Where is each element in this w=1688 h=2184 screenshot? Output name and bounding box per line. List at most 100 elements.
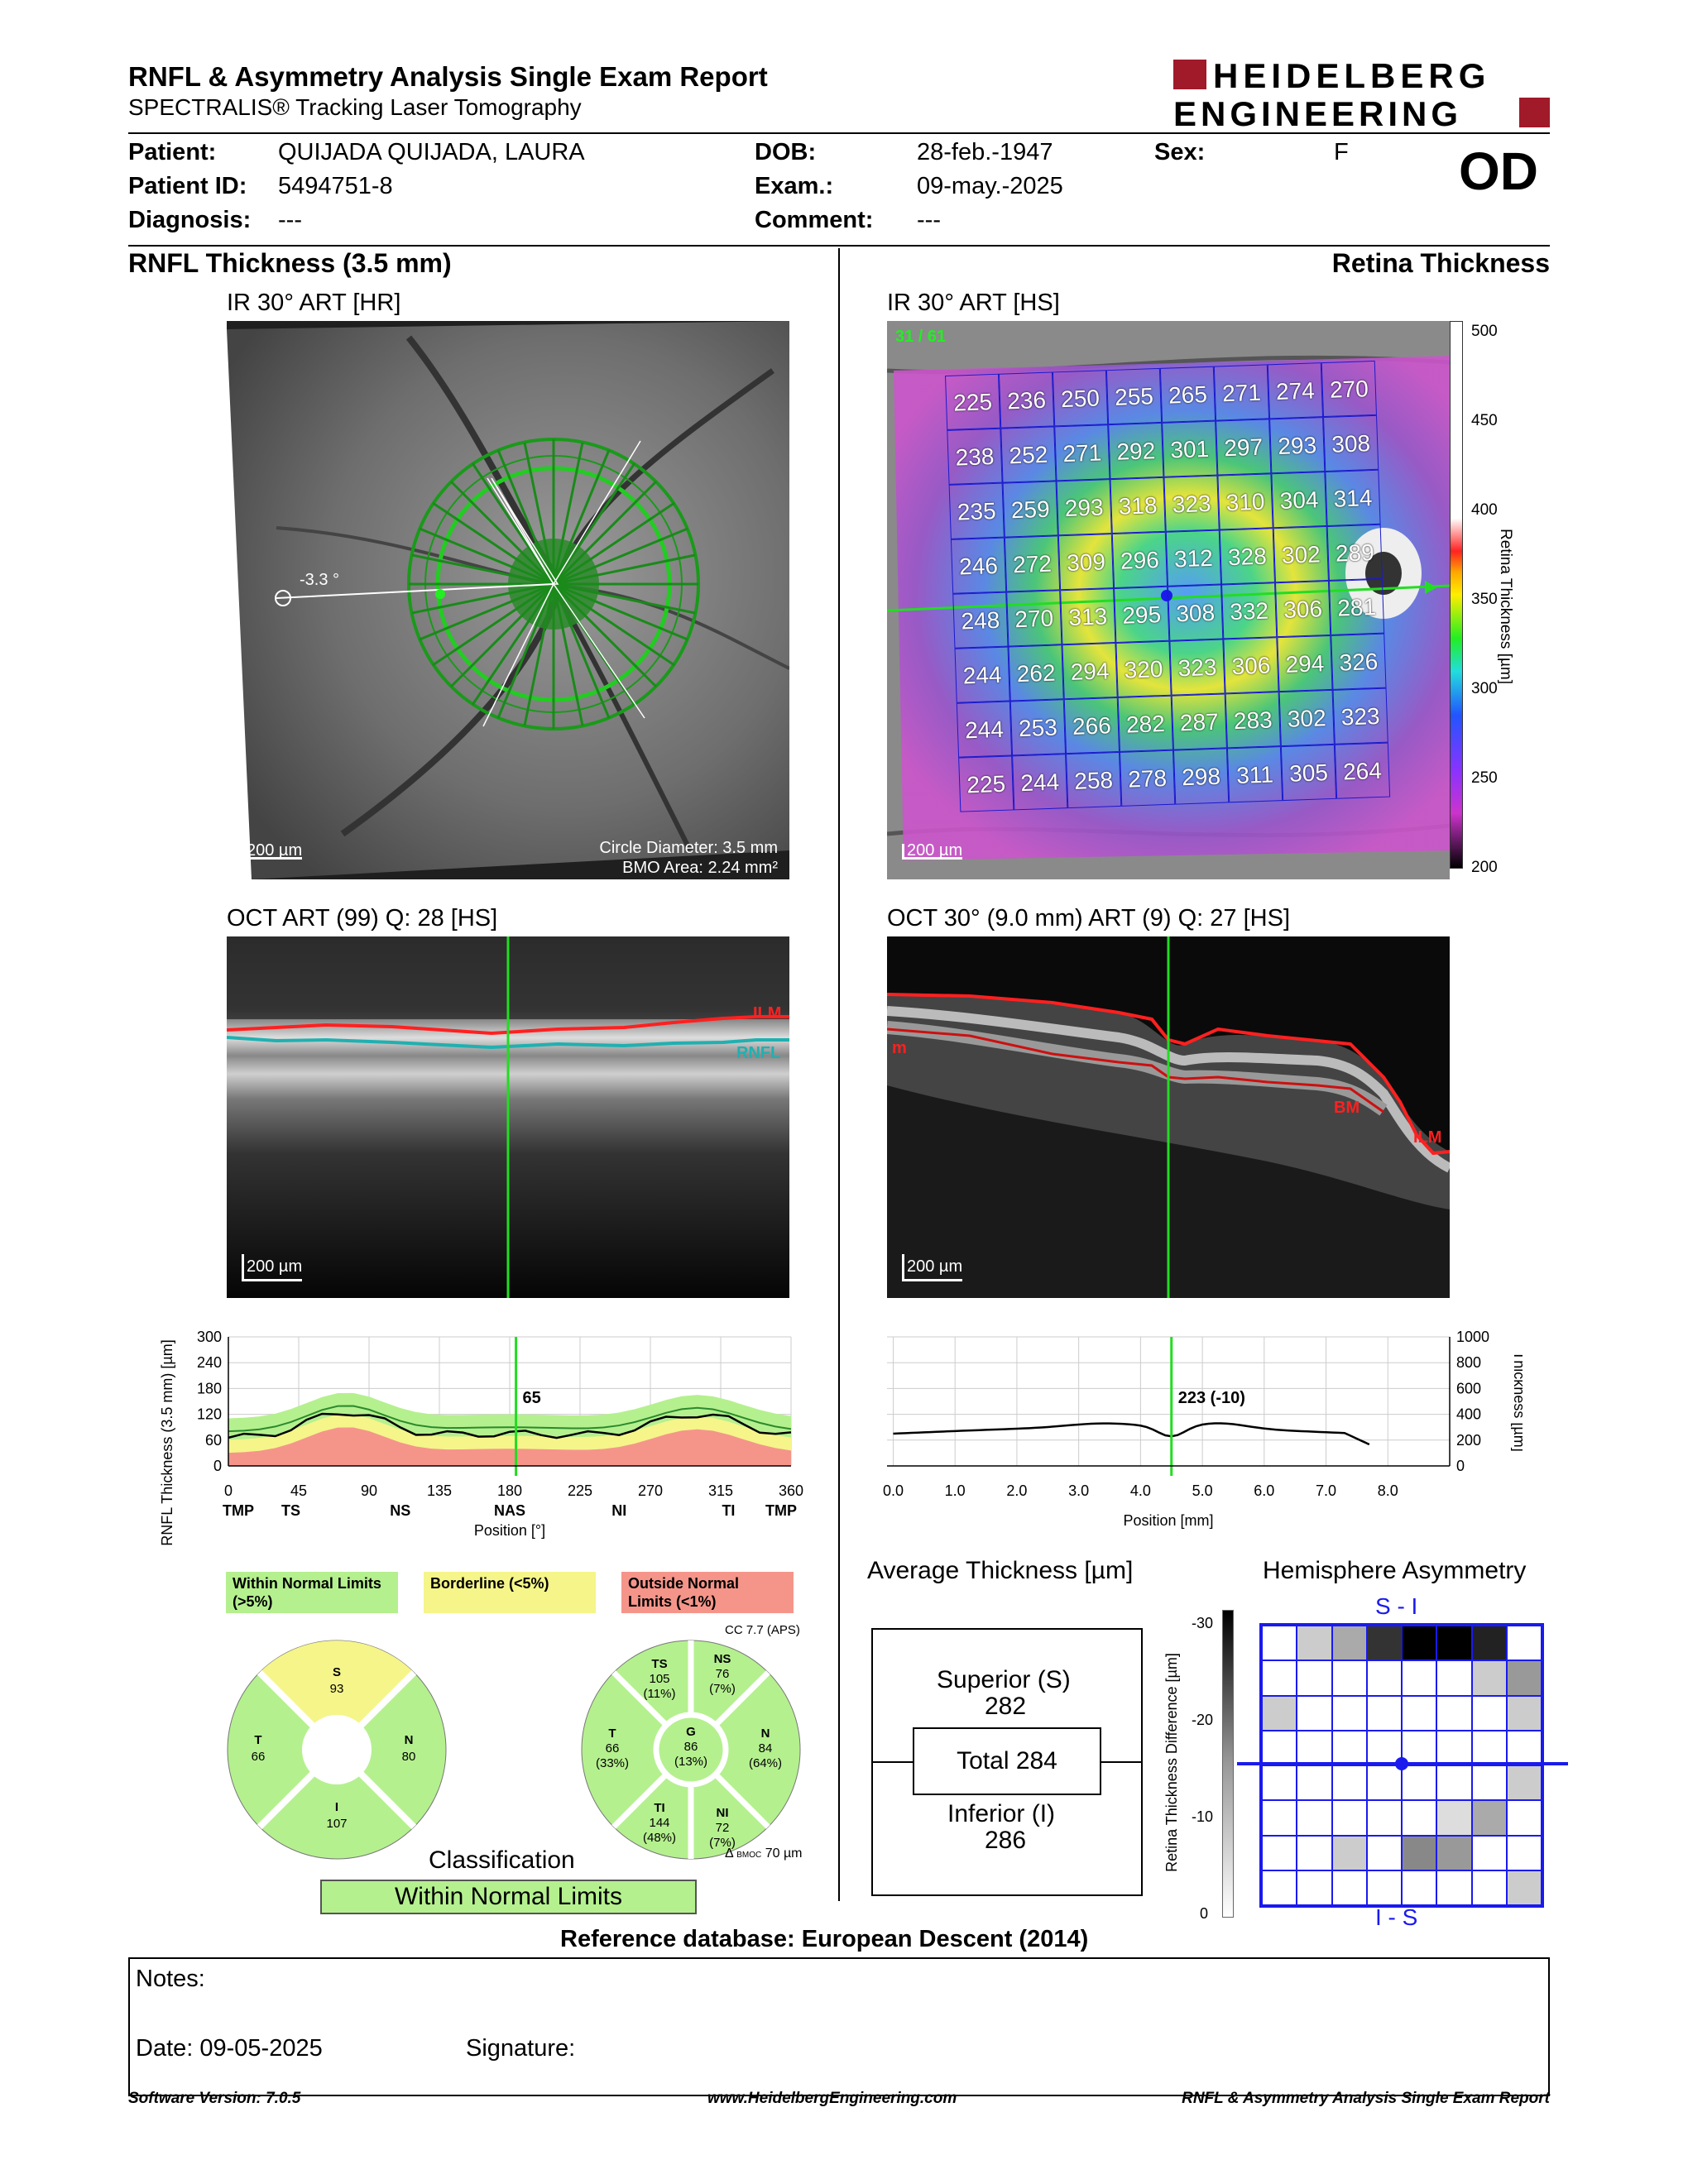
asymmetry-cell (1402, 1870, 1437, 1905)
pie6-ni-pct: (7%) (709, 1836, 736, 1850)
header-rule (128, 132, 1550, 134)
colorbar-tick: 500 (1471, 323, 1498, 340)
grid-cell: 292 (1108, 422, 1164, 480)
pie6-ti-label: TI (654, 1801, 664, 1815)
asymmetry-cell (1402, 1800, 1437, 1836)
asymmetry-cell (1331, 1626, 1367, 1661)
retina-x-tick: 5.0 (1192, 1482, 1213, 1499)
rnfl-section-title: RNFL Thickness (3.5 mm) (128, 248, 452, 278)
asymmetry-cell (1402, 1765, 1437, 1801)
grid-cell: 294 (1277, 635, 1333, 692)
patient-id-label: Patient ID: (128, 173, 247, 199)
asymmetry-cell (1436, 1730, 1472, 1765)
patient-id: 5494751-8 (278, 173, 393, 199)
asymmetry-cell (1262, 1730, 1297, 1765)
rnfl-x-label: Position [°] (474, 1522, 545, 1539)
pie4-t-value: 66 (252, 1750, 266, 1764)
exam-value: 09-may.-2025 (917, 173, 1063, 199)
asymmetry-bottom-label: I - S (1375, 1904, 1418, 1930)
asymmetry-cell (1506, 1800, 1542, 1836)
delta-icon: Δ (725, 1846, 733, 1861)
asymmetry-cell (1331, 1730, 1367, 1765)
grid-cell: 262 (1008, 644, 1064, 702)
pie6-ts-value: 105 (649, 1672, 669, 1686)
rnfl-x-tick: 0 (224, 1482, 233, 1499)
grid-cell: 281 (1328, 578, 1385, 635)
rnfl-y-tick: 240 (197, 1354, 222, 1371)
asymmetry-cell (1366, 1695, 1402, 1731)
thickness-colorbar (1450, 321, 1463, 869)
asymmetry-cell (1262, 1870, 1297, 1905)
retina-y-tick: 0 (1456, 1458, 1465, 1474)
legend-borderline: Borderline (<5%) (424, 1572, 596, 1613)
asymmetry-cell (1471, 1870, 1507, 1905)
grid-cell: 246 (950, 537, 1007, 594)
asymmetry-cell (1262, 1800, 1297, 1836)
footer-website: www.HeidelbergEngineering.com (707, 2090, 957, 2107)
eye-label: OD (1459, 141, 1538, 201)
grid-cell: 272 (1004, 535, 1061, 592)
grid-cell: 304 (1271, 472, 1327, 529)
report-title: RNFL & Asymmetry Analysis Single Exam Re… (128, 61, 768, 92)
grid-cell: 238 (947, 428, 1003, 485)
colorbar-tick: 450 (1471, 412, 1498, 429)
asymmetry-cell (1297, 1626, 1332, 1661)
pie6-ti-value: 144 (649, 1816, 669, 1830)
asymmetry-center-dot (1395, 1757, 1408, 1770)
pie6-ns-pct: (7%) (709, 1682, 736, 1696)
average-superior-label: Superior (S) (937, 1666, 1071, 1693)
retina-profile-chart: 223 (-10) 1000 800 600 400 200 0 0.0 1.0 2.0 3.0 4.… (877, 1324, 1527, 1555)
asymmetry-cell (1402, 1835, 1437, 1870)
oct-left-rnfl-label: RNFL (736, 1044, 781, 1062)
ir-left-title: IR 30° ART [HR] (227, 290, 401, 316)
rnfl-mean-line (228, 1405, 792, 1433)
asymmetry-cell (1297, 1800, 1332, 1836)
grid-cell: 306 (1274, 580, 1331, 638)
rnfl-y-tick: 120 (197, 1406, 222, 1423)
grid-cell: 301 (1162, 420, 1218, 477)
pie6-ni-value: 72 (716, 1821, 730, 1835)
rnfl-x-tick: 90 (361, 1482, 377, 1499)
dob-value: 28-feb.-1947 (917, 139, 1053, 165)
pie6-g-label: G (686, 1725, 696, 1739)
ir-left-scale: 200 µm (242, 842, 303, 860)
asymmetry-cell (1402, 1660, 1437, 1696)
asymmetry-cell (1506, 1765, 1542, 1801)
grid-cell: 255 (1105, 367, 1163, 425)
asymmetry-cell (1506, 1870, 1542, 1905)
pie6-ts-pct: (11%) (644, 1687, 676, 1701)
rnfl-x-tick: 360 (779, 1482, 803, 1499)
bmo-delta: Δ BMOC 70 µm (725, 1846, 803, 1861)
colorbar-tick: 200 (1471, 859, 1498, 876)
brand-line2: ENGINEERING (1173, 94, 1462, 129)
thickness-grid: 225 236 250 255 265 271 274 270 238 252 271 292 301 2… (945, 360, 1391, 812)
colorbar-tick: 300 (1471, 680, 1498, 697)
grid-cell: 258 (1066, 751, 1122, 809)
asymmetry-cell (1262, 1660, 1297, 1696)
grid-cell: 259 (1002, 481, 1058, 538)
asymmetry-cell (1297, 1660, 1332, 1696)
asymmetry-top-label: S - I (1375, 1593, 1418, 1619)
grid-cell: 248 (952, 592, 1009, 649)
asymmetry-cell (1436, 1660, 1472, 1696)
grid-cell: 282 (1117, 695, 1173, 752)
retina-y-tick: 1000 (1456, 1329, 1489, 1345)
classification-box: Within Normal Limits (320, 1880, 697, 1914)
retina-y-label: Thickness [µm] (1511, 1351, 1523, 1451)
grid-cell: 312 (1165, 529, 1222, 587)
grid-cell: 264 (1334, 742, 1391, 799)
retina-x-tick: 7.0 (1316, 1482, 1336, 1499)
oct-left-ilm-label: ILM (753, 1004, 782, 1023)
oct-right-bm-label: BM (1334, 1099, 1360, 1117)
sex-value: F (1334, 139, 1349, 165)
comment-value: --- (917, 207, 941, 233)
pie6-t-pct: (33%) (596, 1756, 629, 1770)
asymmetry-cell (1506, 1660, 1542, 1696)
asymmetry-cell (1402, 1626, 1437, 1661)
retina-thickness-line (893, 1422, 1370, 1446)
legend-outside: Outside Normal Limits (<1%) (621, 1572, 794, 1613)
grid-cell: 244 (954, 646, 1010, 703)
notes-date: Date: 09-05-2025 (136, 2035, 323, 2062)
retina-cursor-value: 223 (-10) (1178, 1389, 1245, 1407)
oct-right-title: OCT 30° (9.0 mm) ART (9) Q: 27 [HS] (887, 905, 1291, 932)
